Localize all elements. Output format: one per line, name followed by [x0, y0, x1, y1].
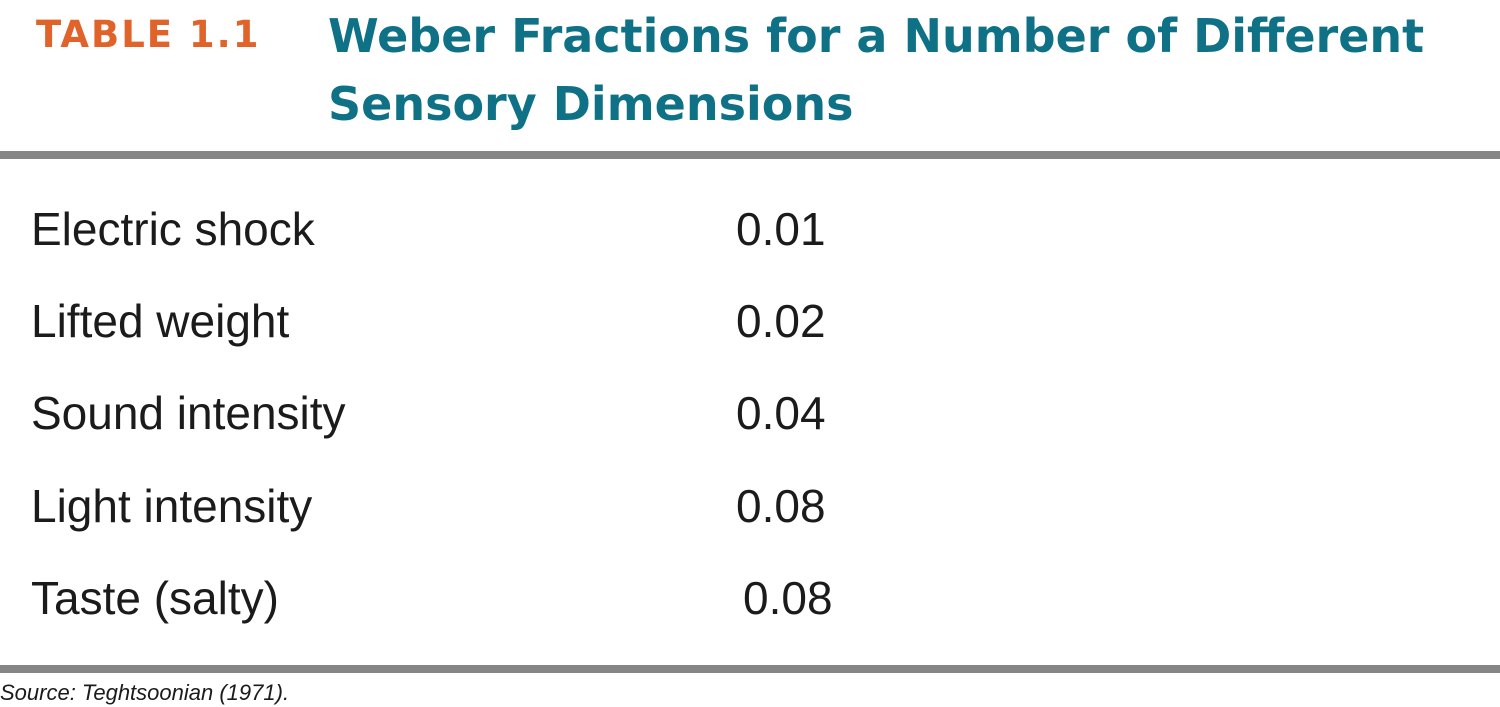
- table-label: TABLE 1.1: [36, 13, 261, 56]
- table-row: Taste (salty) 0.08: [0, 568, 1500, 628]
- dimension-cell: Light intensity: [31, 480, 313, 532]
- dimension-cell: Sound intensity: [31, 387, 346, 439]
- top-rule: [0, 151, 1500, 159]
- weber-fraction-cell: 0.02: [736, 295, 826, 347]
- table-row: Electric shock 0.01: [0, 199, 1500, 259]
- weber-fraction-cell: 0.04: [736, 387, 826, 439]
- table-row: Sound intensity 0.04: [0, 383, 1500, 443]
- source-note: Source: Teghtsoonian (1971).: [0, 680, 290, 705]
- weber-fraction-cell: 0.08: [743, 572, 833, 624]
- weber-fraction-cell: 0.08: [736, 480, 826, 532]
- bottom-rule: [0, 665, 1500, 673]
- weber-fraction-cell: 0.01: [736, 203, 826, 255]
- dimension-cell: Electric shock: [31, 203, 315, 255]
- dimension-cell: Lifted weight: [31, 295, 290, 347]
- table-row: Light intensity 0.08: [0, 476, 1500, 536]
- table-title: Weber Fractions for a Number of Differen…: [328, 9, 1425, 131]
- table-row: Lifted weight 0.02: [0, 291, 1500, 351]
- dimension-cell: Taste (salty): [31, 572, 279, 624]
